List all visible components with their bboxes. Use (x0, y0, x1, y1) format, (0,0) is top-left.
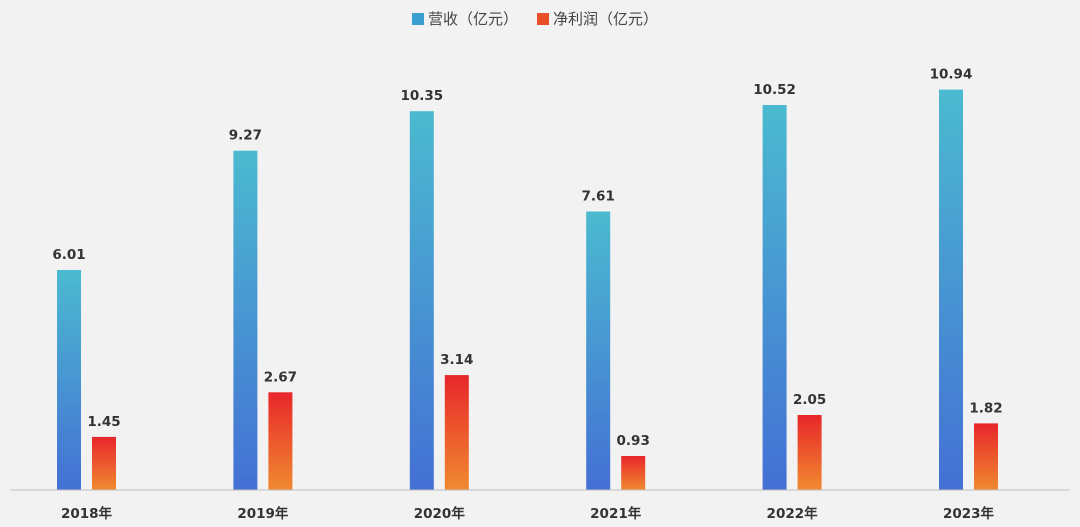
plot-area: 6.01 1.45 9.27 2.67 10.35 3.14 7.61 0.93 10.52 2.… (52, 67, 1003, 490)
x-tick-label-2018: 2018年 (61, 505, 113, 522)
value-label-profit-2019: 2.67 (264, 369, 297, 385)
x-tick-label-2022: 2022年 (767, 505, 819, 522)
legend-swatch-profit (537, 13, 549, 25)
bar-revenue-2023 (939, 89, 963, 490)
bar-revenue-2018 (57, 270, 81, 490)
x-tick-label-2019: 2019年 (237, 505, 289, 522)
value-label-profit-2020: 3.14 (440, 352, 473, 368)
legend-label-profit: 净利润（亿元） (553, 10, 658, 28)
legend-label-revenue: 营收（亿元） (428, 10, 518, 28)
value-label-revenue-2023: 10.94 (930, 67, 973, 83)
value-label-profit-2018: 1.45 (87, 414, 120, 430)
value-label-profit-2023: 1.82 (969, 400, 1002, 416)
x-tick-label-2020: 2020年 (414, 505, 466, 522)
value-label-revenue-2022: 10.52 (753, 82, 796, 98)
bar-profit-2018 (92, 436, 116, 490)
x-axis-ticks: 2018年 2019年 2020年 2021年 2022年 2023年 (61, 505, 995, 522)
legend: 营收（亿元） 净利润（亿元） (412, 10, 658, 28)
x-tick-label-2021: 2021年 (590, 505, 642, 522)
value-label-profit-2022: 2.05 (793, 392, 826, 408)
bar-profit-2023 (974, 423, 998, 490)
bar-profit-2019 (268, 392, 293, 490)
bar-profit-2020 (444, 375, 469, 490)
bar-profit-2022 (797, 415, 822, 490)
bar-revenue-2019 (233, 150, 258, 490)
legend-swatch-revenue (412, 13, 424, 25)
bar-profit-2021 (621, 456, 646, 490)
x-tick-label-2023: 2023年 (943, 505, 995, 522)
value-label-revenue-2020: 10.35 (400, 88, 443, 104)
bar-revenue-2021 (586, 211, 611, 490)
value-label-profit-2021: 0.93 (617, 433, 650, 449)
value-label-revenue-2019: 9.27 (229, 128, 262, 144)
value-label-revenue-2021: 7.61 (582, 189, 615, 205)
bar-revenue-2020 (409, 111, 434, 490)
value-label-revenue-2018: 6.01 (52, 247, 85, 263)
bar-revenue-2022 (762, 105, 787, 490)
